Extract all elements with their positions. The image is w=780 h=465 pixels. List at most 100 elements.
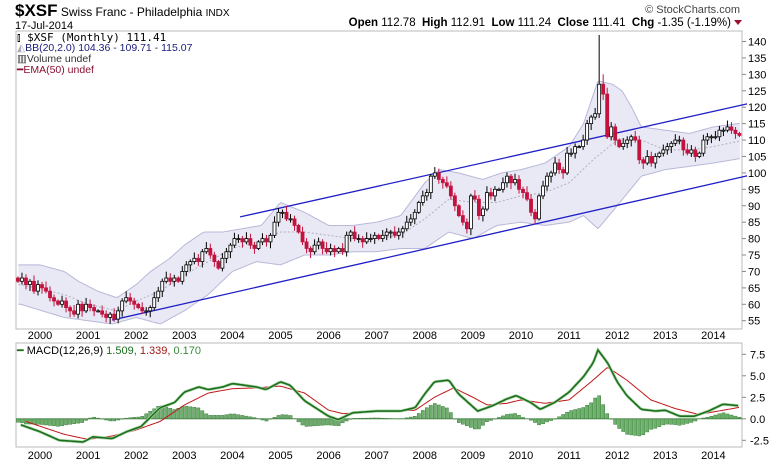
candle (368, 238, 373, 241)
year-tick-label: 2011 (557, 330, 581, 342)
year-tick-label: 2009 (461, 330, 485, 342)
histogram-bar (681, 418, 686, 425)
candle (701, 139, 706, 154)
histogram-bar (569, 410, 573, 420)
candle (424, 192, 429, 197)
price-tick-label: 95 (748, 184, 760, 196)
histogram-bar (80, 418, 84, 423)
year-tick-label: 2008 (413, 450, 437, 462)
candle (645, 156, 650, 164)
year-tick-label: 2013 (653, 450, 677, 462)
candle (84, 303, 88, 312)
year-tick-label: 2004 (220, 330, 244, 342)
candle (340, 248, 345, 253)
candle (348, 231, 353, 236)
candle (621, 142, 626, 148)
histogram-bar (428, 405, 433, 420)
histogram-bar (48, 418, 52, 426)
candle (92, 307, 97, 312)
candle (585, 123, 590, 141)
candle (665, 146, 670, 151)
candle (272, 221, 277, 236)
candle (525, 192, 529, 200)
candle (352, 231, 357, 239)
histogram-bar (304, 418, 309, 427)
candle (152, 297, 157, 308)
close-label: Close (557, 17, 589, 29)
candle (192, 257, 197, 262)
candle (477, 198, 481, 217)
candle (681, 139, 686, 151)
price-tick-label: 140 (748, 37, 766, 49)
candle (705, 136, 710, 141)
candle (629, 136, 634, 141)
candle (308, 248, 313, 253)
macd-line (20, 348, 739, 443)
candle (144, 310, 149, 313)
candle (264, 238, 269, 243)
histogram-bar (485, 418, 489, 422)
macd-line-icon: ━ (17, 345, 24, 357)
chg-label: Chg (631, 17, 655, 29)
histogram-bar (208, 415, 213, 420)
year-tick-label: 2006 (316, 330, 340, 342)
candle (384, 231, 389, 236)
candle (729, 126, 734, 131)
histogram-bar (44, 418, 48, 426)
candle (501, 182, 505, 190)
histogram-bar (16, 418, 20, 423)
candle (412, 211, 417, 220)
year-tick-label: 2010 (509, 330, 533, 342)
histogram-bar (605, 413, 610, 420)
candle (396, 231, 401, 236)
year-tick-label: 2002 (124, 450, 148, 462)
candle (685, 149, 690, 154)
histogram-bar (284, 414, 289, 420)
instrument-name: Swiss Franc - Philadelphia (60, 5, 203, 19)
histogram-bar (621, 418, 626, 432)
histogram-bar (76, 418, 80, 424)
open-label: Open (348, 17, 379, 29)
legend-bb: ◭BB(20,2.0) 104.36 - 109.71 - 115.07 (17, 43, 192, 54)
histogram-bar (505, 414, 509, 420)
candle (597, 83, 602, 115)
candle (44, 287, 48, 292)
candle (697, 152, 702, 157)
histogram-bar (20, 418, 24, 423)
candle (168, 277, 173, 282)
candle (52, 297, 56, 302)
candle (489, 192, 493, 197)
candle (304, 241, 309, 249)
histogram-bar (436, 404, 441, 420)
year-tick-label: 2011 (557, 450, 581, 462)
candle (380, 234, 385, 240)
high-value: 112.91 (450, 17, 486, 29)
candle (80, 303, 84, 312)
candle (589, 116, 594, 125)
histogram-bar (72, 418, 76, 424)
histogram-bar (545, 418, 549, 423)
histogram-bar (232, 413, 237, 420)
candle (545, 175, 549, 187)
bollinger-upper (18, 80, 740, 299)
histogram-bar (444, 407, 449, 420)
candle (104, 313, 109, 318)
candle (460, 215, 465, 223)
candle (456, 205, 461, 217)
candle (633, 136, 638, 141)
price-tick-label: 130 (748, 69, 766, 81)
histogram-bar (585, 405, 589, 420)
candle (72, 310, 76, 315)
histogram-bar (296, 418, 301, 423)
candle (677, 139, 682, 142)
low-label: Low (491, 17, 515, 29)
candle (577, 146, 582, 149)
legend-price-text: $XSF (Monthly) 111.41 (27, 31, 167, 44)
histogram-bar (533, 418, 537, 423)
histogram-bar (236, 414, 241, 420)
candle (56, 300, 60, 305)
histogram-bar (188, 406, 193, 420)
histogram-bar (220, 415, 225, 420)
candle (328, 248, 333, 253)
candle (432, 172, 437, 177)
